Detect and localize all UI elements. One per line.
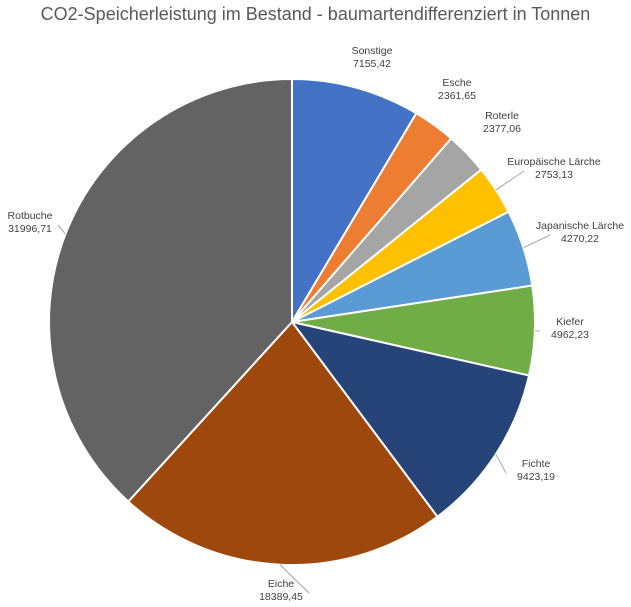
slice-label: Europäische Lärche: [507, 156, 601, 168]
pie-slice-sonstige: [291, 77, 418, 326]
chart-title: CO2-Speicherleistung im Bestand - baumar…: [40, 4, 591, 24]
slice-value-label: 18389,45: [259, 591, 303, 603]
leader-line: [57, 224, 66, 235]
slice-label: Esche: [442, 77, 471, 89]
leader-line: [523, 234, 551, 249]
slice-value-label: 4962,23: [551, 329, 589, 341]
slice-label: Kiefer: [556, 316, 584, 328]
slice-value-label: 2377,06: [483, 123, 521, 135]
pie-slice-rotbuche: [48, 77, 293, 503]
leader-line: [495, 170, 525, 191]
slice-value-label: 2361,65: [438, 90, 476, 102]
slice-label: Eiche: [268, 578, 294, 590]
leader-line: [279, 564, 310, 594]
slice-label: Rotbuche: [8, 210, 53, 222]
slice-label: Roterle: [485, 110, 519, 122]
slice-value-label: 31996,71: [8, 223, 52, 235]
slice-value-label: 9423,19: [517, 471, 555, 483]
pie-slice-fichte: [289, 320, 531, 519]
slice-value-label: 2753,13: [535, 169, 573, 181]
slice-label: Sonstige: [352, 45, 393, 57]
pie-slice-eiche: [126, 320, 439, 566]
slice-value-label: 7155,42: [353, 58, 391, 70]
slice-value-label: 4270,22: [561, 233, 599, 245]
leader-line: [495, 454, 507, 474]
slice-label: Japanische Lärche: [536, 220, 624, 232]
slice-label: Fichte: [522, 458, 551, 470]
